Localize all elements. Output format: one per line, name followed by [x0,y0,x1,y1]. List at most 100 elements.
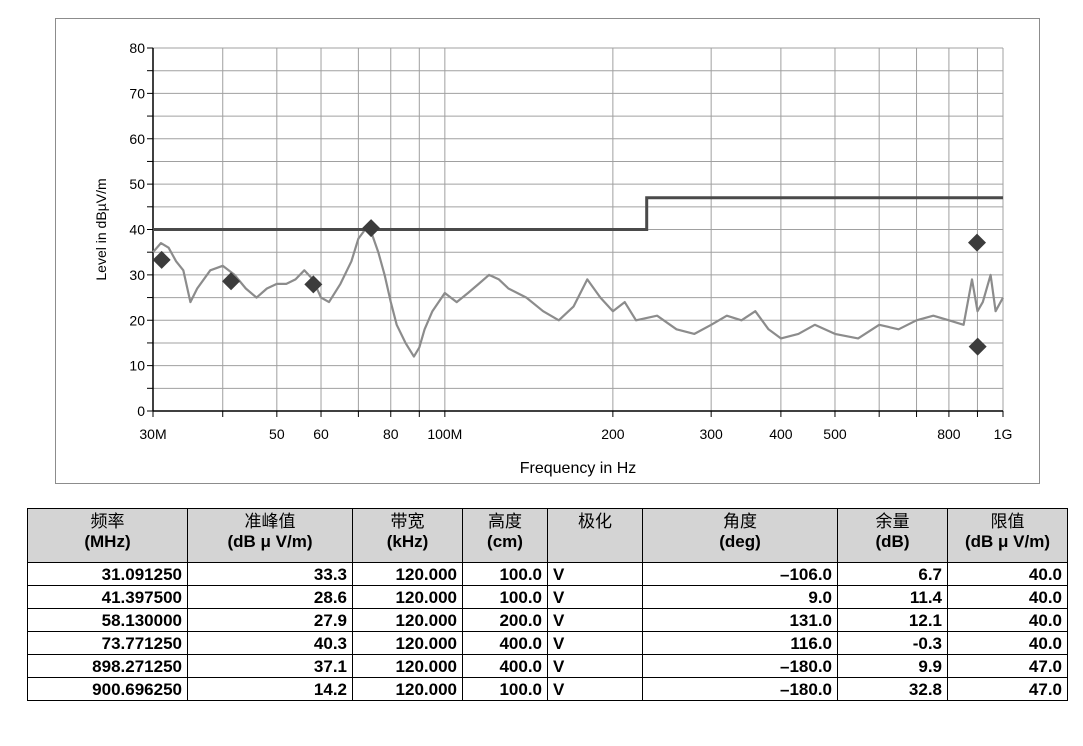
col-bandwidth-header: 带宽 (kHz) [352,508,463,563]
header-label: 带宽 [390,512,425,532]
col-frequency-cell: 58.130000 [27,608,188,632]
col-angle-cell: –180.0 [642,677,838,701]
y-tick-label: 40 [129,222,145,238]
col-quasi-peak-header: 准峰值 (dB μ V/m) [187,508,353,563]
x-tick-label: 60 [313,426,329,442]
col-margin-cell: 12.1 [837,608,948,632]
quasi-peak-marker [968,337,987,356]
col-height-header: 高度 (cm) [462,508,548,563]
y-tick-label: 50 [129,176,145,192]
chart-frame [55,18,1040,484]
col-frequency-header: 频率 (MHz) [27,508,188,563]
table-row: 900.696250 14.2 120.000 100.0 V –180.0 32.8 47.… [27,677,1068,701]
col-margin-cell: 9.9 [837,654,948,678]
col-margin-cell: -0.3 [837,631,948,655]
header-label: 高度 [488,512,522,532]
col-angle-header: 角度 (deg) [642,508,838,563]
col-polarization-cell: V [547,585,643,609]
col-height-cell: 200.0 [462,608,548,632]
col-polarization-cell: V [547,654,643,678]
x-tick-label: 1G [994,426,1013,442]
limit-line [153,196,1003,231]
col-limit-cell: 40.0 [947,585,1068,609]
col-frequency-cell: 898.271250 [27,654,188,678]
header-unit: (MHz) [84,532,131,551]
y-tick-label: 20 [129,312,145,328]
col-limit-cell: 40.0 [947,631,1068,655]
x-tick-label: 300 [699,426,723,442]
col-limit-cell: 40.0 [947,608,1068,632]
col-bandwidth-cell: 120.000 [352,654,463,678]
col-polarization-cell: V [547,677,643,701]
col-polarization-cell: V [547,608,643,632]
col-angle-cell: –180.0 [642,654,838,678]
col-bandwidth-cell: 120.000 [352,585,463,609]
quasi-peak-marker [362,219,381,238]
col-quasi-peak-cell: 33.3 [187,562,353,586]
x-tick-label: 400 [769,426,793,442]
col-margin-cell: 11.4 [837,585,948,609]
header-unit: (dB μ V/m) [964,532,1050,551]
header-unit: (cm) [487,532,523,551]
quasi-peak-marker [152,250,171,269]
col-polarization-cell: V [547,562,643,586]
y-tick-label: 60 [129,131,145,147]
col-polarization-header: 极化 [547,508,643,563]
header-label: 极化 [578,512,612,532]
y-tick-label: 10 [129,358,145,374]
measurement-trace [152,228,1004,358]
x-tick-label: 80 [383,426,399,442]
col-bandwidth-cell: 120.000 [352,562,463,586]
col-angle-cell: 9.0 [642,585,838,609]
col-margin-cell: 32.8 [837,677,948,701]
col-limit-header: 限值 (dB μ V/m) [947,508,1068,563]
table-row: 31.091250 33.3 120.000 100.0 V –106.0 6.7 40.0 [27,562,1068,586]
header-unit: (dB μ V/m) [227,532,313,551]
quasi-peak-marker [222,272,241,291]
header-label: 频率 [90,512,125,532]
col-bandwidth-cell: 120.000 [352,677,463,701]
y-axis-title: Level in dBµV/m [93,178,109,280]
x-tick-label: 500 [823,426,847,442]
col-frequency-cell: 900.696250 [27,677,188,701]
col-limit-cell: 40.0 [947,562,1068,586]
col-margin-header: 余量 (dB) [837,508,948,563]
table-row: 58.130000 27.9 120.000 200.0 V 131.0 12.1 40.0 [27,608,1068,632]
x-tick-label: 50 [269,426,285,442]
col-height-cell: 100.0 [462,585,548,609]
col-quasi-peak-cell: 27.9 [187,608,353,632]
table-row: 73.771250 40.3 120.000 400.0 V 116.0 -0.3 40.0 [27,631,1068,655]
col-quasi-peak-cell: 37.1 [187,654,353,678]
col-bandwidth-cell: 120.000 [352,608,463,632]
col-quasi-peak-cell: 28.6 [187,585,353,609]
table-header-row: 频率 (MHz) 准峰值 (dB μ V/m) 带宽 (kHz) 高度 (cm) 极化 角度 (de… [27,508,1068,563]
header-label: 准峰值 [244,512,296,532]
col-frequency-cell: 31.091250 [27,562,188,586]
y-tick-label: 30 [129,267,145,283]
col-quasi-peak-cell: 40.3 [187,631,353,655]
y-tick-label: 80 [129,40,145,56]
header-label: 余量 [875,512,910,532]
col-limit-cell: 47.0 [947,654,1068,678]
measurement-table: 频率 (MHz) 准峰值 (dB μ V/m) 带宽 (kHz) 高度 (cm) 极化 角度 (de… [27,508,1068,701]
header-unit: (kHz) [386,532,429,551]
header-unit: (dB) [875,532,910,551]
x-axis-title: Frequency in Hz [520,460,637,477]
table-row: 898.271250 37.1 120.000 400.0 V –180.0 9.9 47.0 [27,654,1068,678]
col-margin-cell: 6.7 [837,562,948,586]
quasi-peak-marker [967,233,986,252]
col-quasi-peak-cell: 14.2 [187,677,353,701]
table-row: 41.397500 28.6 120.000 100.0 V 9.0 11.4 40.0 [27,585,1068,609]
header-label: 限值 [990,512,1025,532]
col-frequency-cell: 41.397500 [27,585,188,609]
col-angle-cell: 131.0 [642,608,838,632]
col-height-cell: 100.0 [462,677,548,701]
x-tick-label: 800 [937,426,961,442]
col-frequency-cell: 73.771250 [27,631,188,655]
col-angle-cell: –106.0 [642,562,838,586]
x-tick-label: 30M [139,426,166,442]
x-tick-label: 100M [427,426,462,442]
quasi-peak-marker [304,275,323,294]
y-tick-label: 70 [129,85,145,101]
col-height-cell: 400.0 [462,631,548,655]
